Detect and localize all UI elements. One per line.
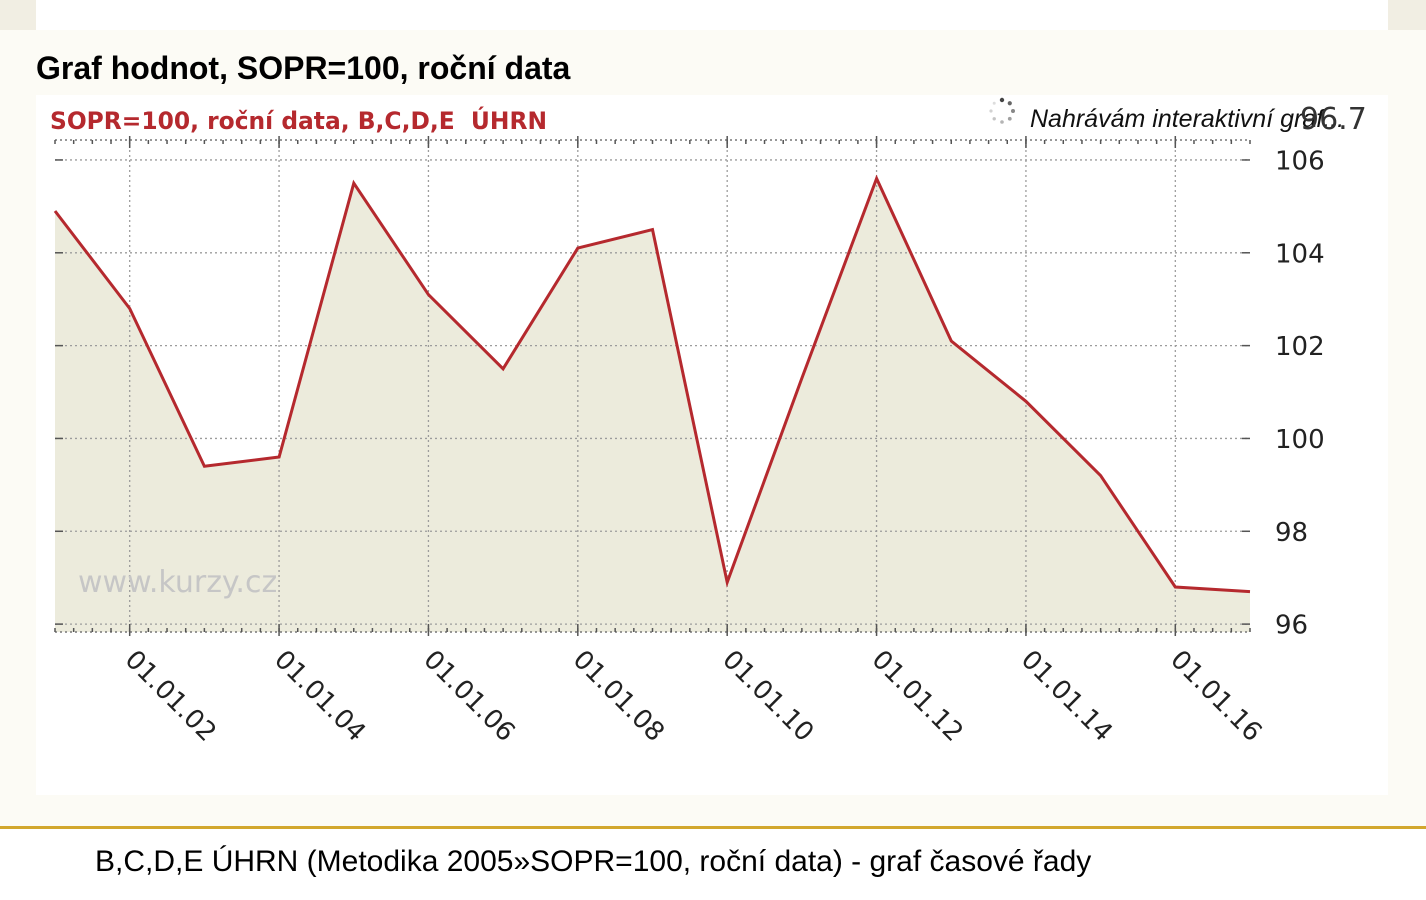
area-layer [55, 178, 1250, 632]
spinner-dot [1000, 120, 1004, 124]
section-title: Graf hodnot, SOPR=100, roční data [36, 50, 571, 86]
loading-spinner-icon [989, 97, 1015, 124]
spinner-dot [992, 117, 996, 121]
data-point [199, 461, 209, 471]
watermark: www.kurzy.cz [78, 565, 277, 600]
y-tick-label: 96 [1275, 611, 1308, 641]
x-tick-label: 01.01.10 [716, 645, 819, 748]
top-strip [0, 0, 1426, 30]
top-strip-corner-left [0, 0, 36, 30]
y-tick-label: 106 [1275, 147, 1325, 177]
x-axis-labels: 01.01.02 01.01.04 01.01.06 01.01.08 01.01.10… [119, 645, 1268, 748]
data-point [274, 452, 284, 462]
top-strip-corner-right [1388, 0, 1426, 30]
y-axis-labels: 96 98 100 102 104 106 [1275, 147, 1325, 641]
x-tick-label: 01.01.02 [119, 645, 222, 748]
data-point [722, 577, 732, 587]
x-tick-label: 01.01.14 [1015, 645, 1118, 748]
spinner-dot [989, 109, 993, 113]
data-point [1096, 471, 1106, 481]
data-point [1021, 396, 1031, 406]
data-point [1170, 582, 1180, 592]
y-tick-label: 98 [1275, 518, 1308, 548]
data-point [946, 336, 956, 346]
data-point [573, 243, 583, 253]
data-point [349, 178, 359, 188]
data-point [498, 364, 508, 374]
data-point [125, 304, 135, 314]
accent-rule [0, 826, 1426, 829]
data-point [50, 206, 60, 216]
y-tick-label: 104 [1275, 239, 1325, 269]
spinner-dot [999, 97, 1005, 103]
data-point [648, 225, 658, 235]
chart-caption: B,C,D,E ÚHRN (Metodika 2005»SOPR=100, ro… [95, 845, 1092, 878]
chart-panel: www.kurzy.cz 96 98 100 102 104 106 01.01.02 01… [36, 95, 1388, 795]
x-tick-label: 01.01.08 [567, 645, 670, 748]
data-point [423, 290, 433, 300]
footer [0, 829, 1426, 900]
y-tick-label: 100 [1275, 425, 1325, 455]
x-tick-label: 01.01.16 [1164, 645, 1267, 748]
loading-text: Nahrávám interaktivní graf... [1030, 105, 1345, 133]
x-tick-label: 01.01.12 [866, 645, 969, 748]
data-point [1245, 587, 1255, 597]
last-value-label: 96.7 [1300, 102, 1367, 137]
spinner-dot [1007, 101, 1012, 106]
y-tick-label: 102 [1275, 332, 1325, 362]
spinner-dot [1011, 109, 1015, 113]
series-line [53, 174, 1251, 594]
chart-title: SOPR=100, roční data, B,C,D,E ÚHRN [50, 105, 547, 135]
spinner-dot [992, 101, 996, 105]
x-tick-label: 01.01.06 [417, 645, 520, 748]
line-layer [53, 174, 1251, 594]
area-fill [55, 178, 1250, 632]
spinner-dot [1007, 116, 1012, 121]
data-point [797, 373, 807, 383]
x-tick-label: 01.01.04 [268, 645, 371, 748]
grid-layer [54, 136, 1251, 636]
data-point [872, 174, 882, 184]
